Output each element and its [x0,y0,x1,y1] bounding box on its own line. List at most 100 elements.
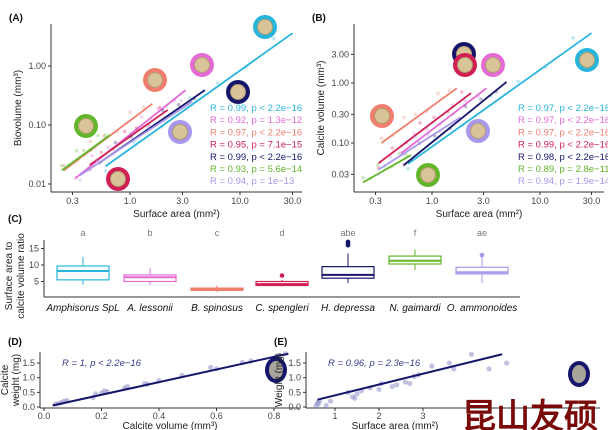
panel-a-point [101,134,106,139]
panel-a-point [215,80,220,85]
significance-letter: a [80,228,85,238]
panel-a-point [81,148,86,153]
panel-d-fit-line [52,352,289,407]
panel-a-point [141,105,146,109]
panel-b-point [436,91,440,96]
panel-b-point [376,172,381,177]
panel-b-point [418,120,422,125]
box-0 [56,256,110,285]
panel-a-x-tick-label: 1.0 [124,196,137,206]
panel-a-point [61,163,66,168]
panel-c-y-tick-label: 10 [29,260,39,270]
panel-d-label: (D) [8,337,22,348]
panel-a-specimen-icon-shell [78,118,94,134]
box-5 [388,249,442,270]
panel-b-point [390,146,395,150]
significance-letter: b [147,228,152,238]
panel-b-point [402,115,406,120]
panel-b-specimen-icon-shell [457,57,473,73]
panel-e-point [451,366,457,372]
panel-a-x-tick-label: 0.3 [66,196,79,206]
panel-a-point [113,140,118,145]
box-4 [321,239,375,284]
panel-a-point [145,125,150,130]
panel-b-x-tick-label: 3.0 [477,196,490,206]
panel-a-y-tick-label: 1.00 [28,61,46,71]
panel-a-y-tick-label: 0.01 [28,179,46,189]
panel-a-y-tick-label: 0.10 [28,120,46,130]
panel-e-point [486,366,492,372]
panel-b-fit-line-pink [400,87,488,154]
panel-a-point [103,169,108,173]
panel-a-point [96,133,100,138]
panel-a-specimen-icon-shell [194,57,210,73]
panel-a-specimen-icon-shell [230,84,246,100]
significance-letter: abe [340,228,355,238]
panel-b-point [406,166,410,171]
panel-b-legend-entry: R = 0.98, p < 2.2e−16 [518,152,608,163]
panel-a-point [99,150,104,155]
panel-d-y-tick-label: 0.5 [22,387,35,397]
panel-a-point [103,133,108,137]
panel-d-x-tick-label: 0.2 [95,411,108,421]
panel-b-label: (B) [312,13,326,24]
panel-e-point [376,386,382,393]
category-label: C. spengleri [255,303,309,314]
panel-e-specimen-shell [572,365,586,383]
panel-a-fit-line-crimson [89,109,169,166]
panel-d-annotation: R = 1, p < 2.2e−16 [62,358,142,369]
panel-e-point [352,395,358,401]
panel-c-label: (C) [8,214,22,225]
panel-b-x-tick-label: 0.3 [369,196,382,206]
category-label: N. gaimardi [389,303,441,314]
panel-a-x-tick-label: 30.0 [284,196,302,206]
panel-a-point [122,129,127,134]
panel-a-point [129,134,134,139]
panel-a-specimen-icon-shell [110,171,126,187]
panel-b-legend-entry: R = 0.97, p < 2.2e−16 [518,115,608,126]
panel-a-point [128,110,133,114]
box-6 [455,252,509,284]
panel-a-point [271,36,276,41]
panel-a-fit-line-green [61,134,111,172]
panel-e-x-axis-title: Surface area (mm²) [352,421,439,430]
panel-e-point [323,402,329,409]
panel-a-point [161,108,165,113]
panel-d-point [208,364,214,371]
box-3 [255,273,309,287]
panel-b-specimen-icon-shell [579,52,595,68]
panel-a-point [90,153,94,158]
panel-b-x-tick-label: 30.0 [583,196,601,206]
significance-letter: d [279,228,284,238]
panel-a-x-tick-label: 3.0 [176,196,189,206]
category-label: B. spinosus [191,303,243,314]
panel-a-legend-entry: R = 0.97, p < 2.2e−16 [210,127,302,138]
box-1 [123,268,177,285]
outlier [479,252,485,258]
panel-b-x-axis-title: Surface area (mm²) [436,209,523,220]
panel-c-y-tick-label: 15 [29,244,39,254]
panel-b-fit-line-green [362,154,412,184]
panel-e-annotation: R = 0.96, p = 2.3e−16 [328,358,421,369]
panel-e-point [407,380,413,387]
panel-e-label: (E) [274,337,287,348]
panel-d-y-axis-title: Calcite [0,364,11,395]
panel-b-y-tick-label: 0.10 [331,138,349,148]
panel-b-specimen-icon-shell [420,167,436,183]
panel-a-legend-entry: R = 0.99, p < 2.2e−16 [210,103,302,114]
panel-d-x-tick-label: 0.4 [153,411,166,421]
panel-e-point [402,379,408,385]
panel-a-point [94,158,99,162]
panel-d-x-tick-label: 0.8 [268,411,281,421]
panel-e-x-tick-label: 1 [332,411,337,421]
panel-a-point [134,126,139,130]
panel-b-specimen-icon-shell [374,108,390,124]
panel-d-x-tick-label: 0.6 [210,411,223,421]
panel-a-specimen-icon-shell [257,19,273,35]
panel-a-legend-entry: R = 0.99, p < 2.2e−16 [210,152,302,163]
category-label: Amphisorus SpL [45,303,119,314]
panel-b-point [413,135,418,139]
panel-e-y-tick-label: 1.0 [288,373,301,383]
panel-a-point [158,105,162,110]
panel-b-y-tick-label: 3.00 [331,49,349,59]
